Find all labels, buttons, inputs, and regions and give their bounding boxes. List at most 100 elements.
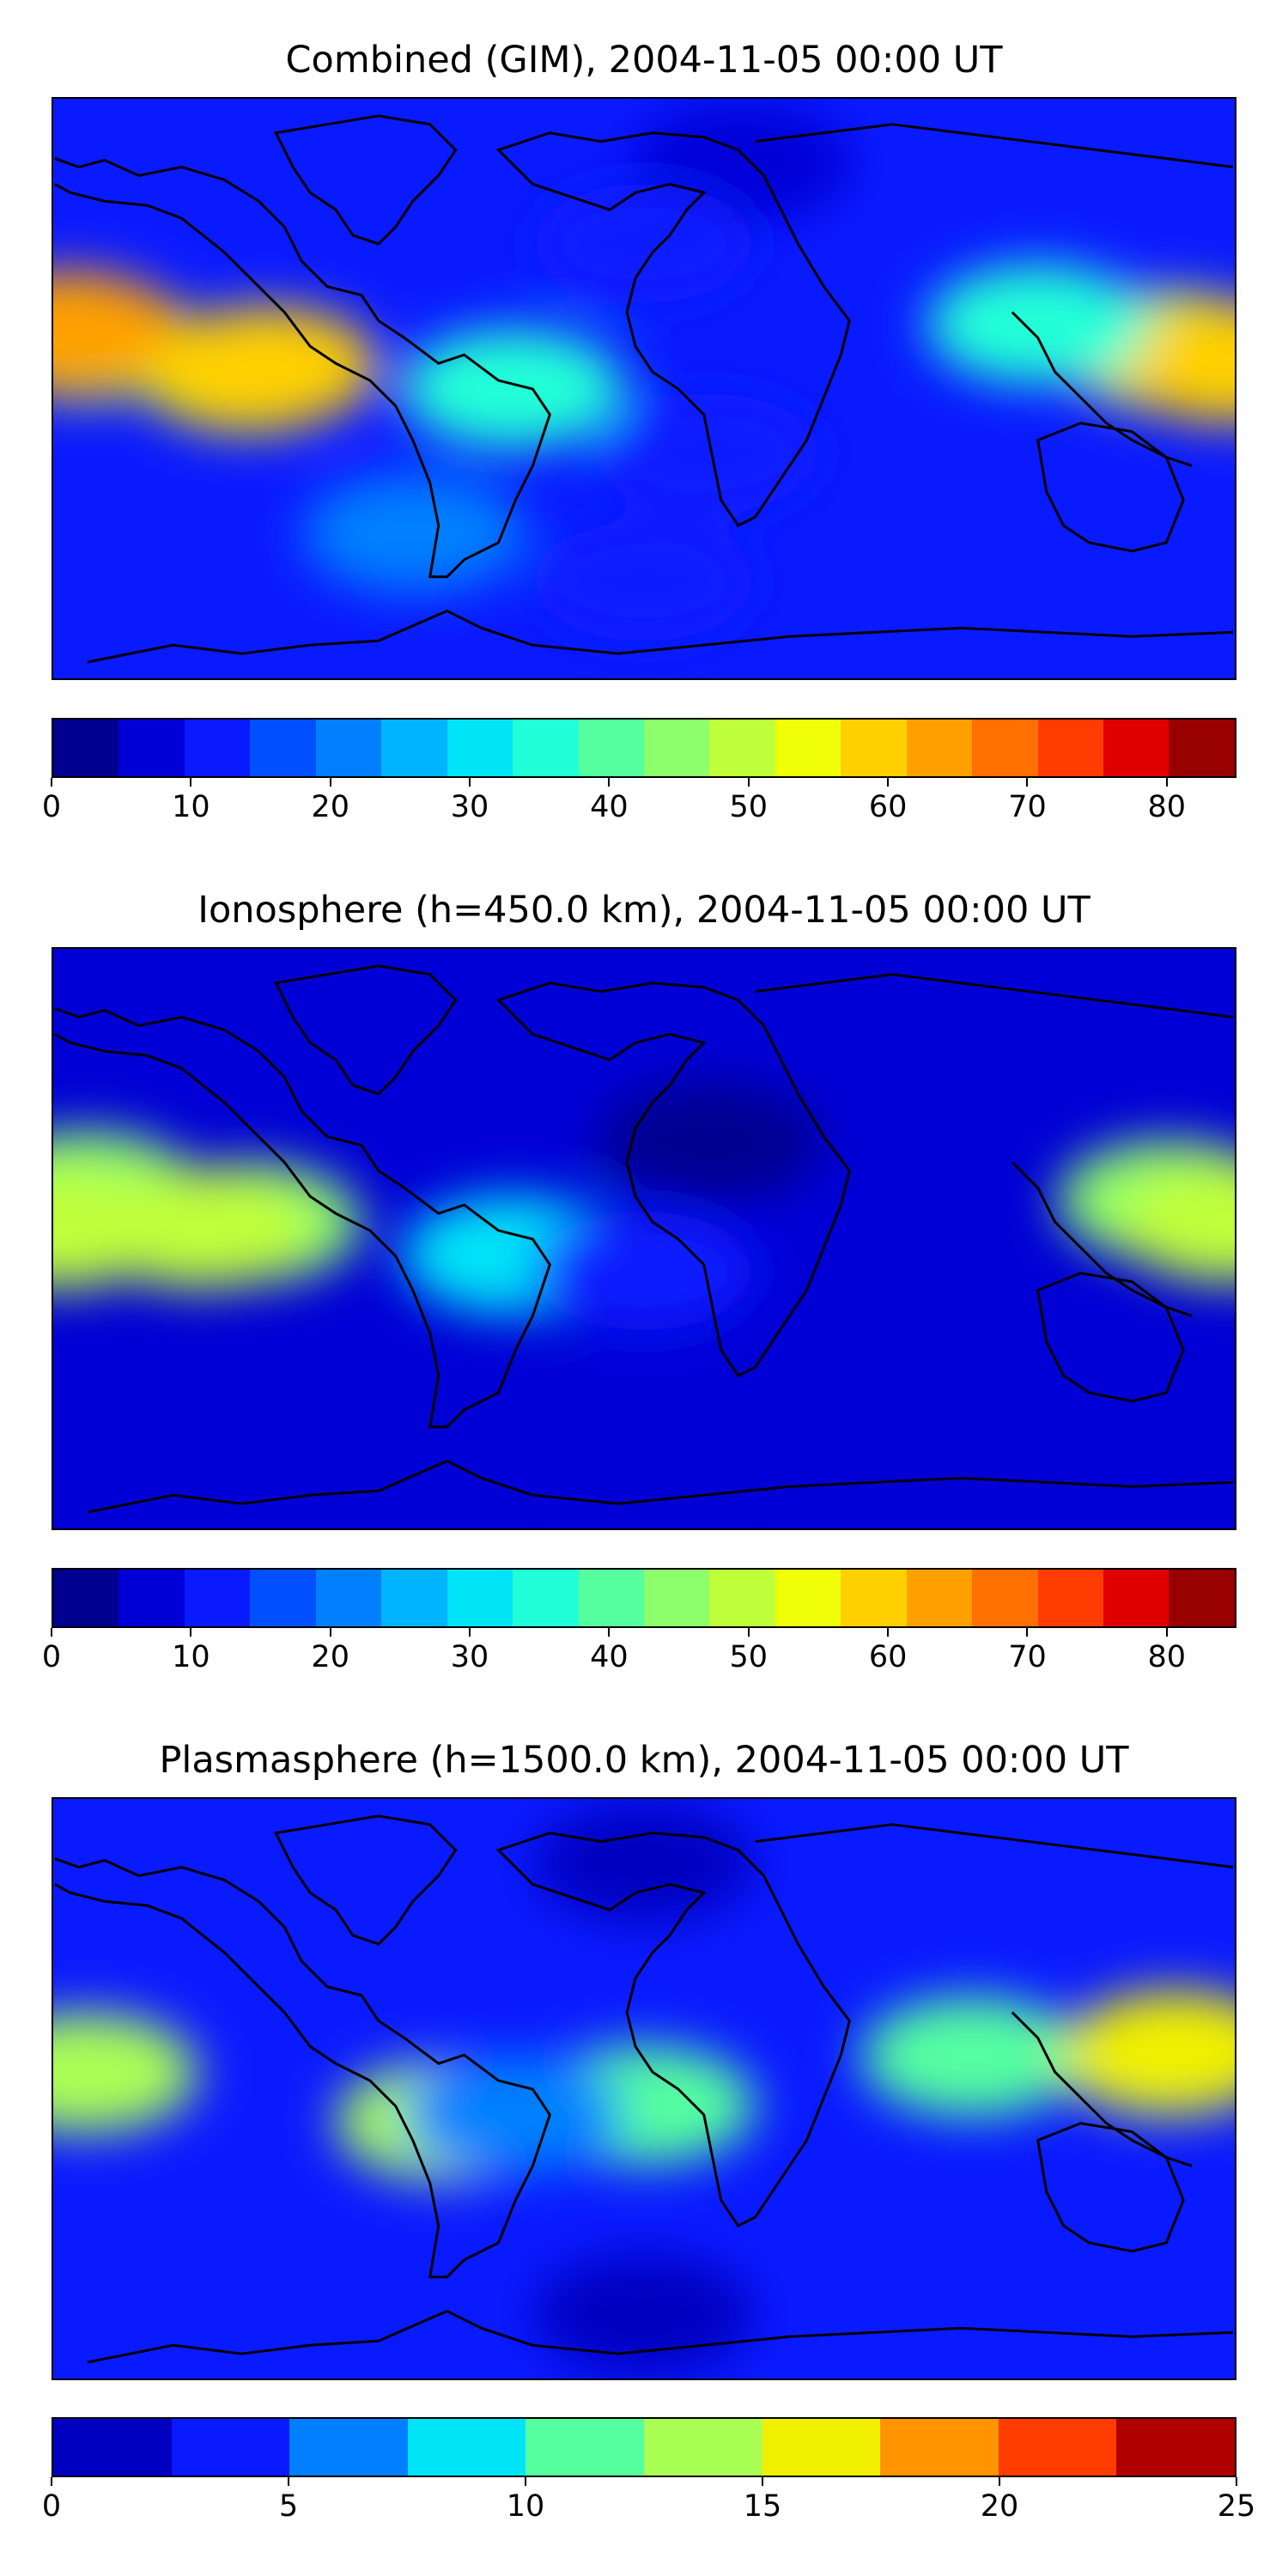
colorbar-tick [1165, 778, 1168, 787]
field-region [155, 306, 379, 426]
colorbar-segment [1169, 1570, 1235, 1626]
colorbar-tick [51, 778, 52, 787]
colorbar-tick [1165, 1628, 1168, 1637]
field-region [532, 1803, 756, 1923]
field-region [532, 1371, 756, 1492]
field-layer [53, 103, 1235, 642]
colorbar-tick-label: 20 [311, 790, 349, 824]
colorbar-tick-label: 80 [1147, 790, 1187, 824]
panel-3-map [52, 1797, 1236, 2380]
colorbar-segment [118, 1570, 185, 1626]
colorbar-segment [315, 1570, 382, 1626]
colorbar-segment [841, 1570, 907, 1626]
colorbar-segment [289, 2419, 408, 2476]
colorbar-segment [709, 720, 775, 776]
colorbar-tick [1236, 2477, 1237, 2486]
field-region [1064, 1990, 1235, 2111]
colorbar-segment [709, 1570, 775, 1626]
field-region [401, 328, 624, 449]
field-region [532, 1211, 756, 1331]
field-region [302, 473, 526, 593]
colorbar-tick [525, 2477, 526, 2486]
colorbar-segment [775, 1570, 841, 1626]
field-region [53, 270, 181, 391]
colorbar-tick-label: 0 [41, 2489, 62, 2524]
colorbar-segment [526, 2419, 644, 2476]
colorbar-tick [887, 1628, 890, 1637]
colorbar-tick-label: 50 [729, 1640, 769, 1674]
colorbar-segment [250, 1570, 316, 1626]
colorbar-segment [513, 1570, 579, 1626]
colorbar-tick-label: 70 [1008, 1640, 1047, 1674]
colorbar-tick-label: 60 [868, 1640, 908, 1674]
colorbar-tick-label: 40 [590, 790, 629, 824]
colorbar-segment [53, 720, 119, 776]
colorbar-tick-label: 5 [278, 2489, 299, 2524]
field-region [598, 1082, 822, 1202]
colorbar-segment [578, 1570, 644, 1626]
colorbar-tick [329, 1628, 331, 1637]
colorbar-tick-label: 20 [980, 2489, 1019, 2524]
colorbar-segment [1037, 1570, 1103, 1626]
colorbar-segment [762, 2419, 881, 2476]
colorbar-tick [608, 1628, 611, 1637]
colorbar-segment [972, 720, 1038, 776]
colorbar-segment [315, 720, 382, 776]
panel-1-colorbar-ticks: 0 10 20 30 40 50 60 70 80 [42, 778, 1236, 829]
field-region [598, 392, 822, 513]
panel-1-map [52, 97, 1236, 680]
colorbar-segment [53, 2419, 172, 2476]
panel-3-title: Plasmasphere (h=1500.0 km), 2004-11-05 0… [159, 1739, 1129, 1782]
colorbar-tick-label: 60 [868, 790, 908, 824]
colorbar-tick [51, 1628, 52, 1637]
field-region [532, 521, 756, 642]
colorbar-segment [643, 1570, 710, 1626]
colorbar-tick-label: 0 [41, 1640, 62, 1674]
colorbar-segment [184, 1570, 251, 1626]
field-region [532, 2254, 756, 2374]
colorbar-segment [1037, 720, 1103, 776]
colorbar-tick [999, 2477, 1000, 2486]
colorbar-segment [643, 2419, 762, 2476]
colorbar-tick-label: 10 [172, 1640, 210, 1674]
colorbar-segment [1116, 2419, 1235, 2476]
colorbar-segment [447, 1570, 513, 1626]
colorbar-segment [906, 720, 973, 776]
colorbar-segment [880, 2419, 999, 2476]
colorbar-segment [643, 720, 710, 776]
colorbar-tick [608, 778, 611, 787]
field-region [401, 2054, 624, 2175]
field-region [860, 1996, 1084, 2117]
colorbar-tick [887, 778, 890, 787]
colorbar-segment [1103, 1570, 1170, 1626]
colorbar-segment [53, 1570, 119, 1626]
colorbar-tick [288, 2477, 289, 2486]
colorbar-tick [329, 778, 331, 787]
colorbar-segment [906, 1570, 973, 1626]
colorbar-segment [184, 720, 251, 776]
colorbar-tick [747, 778, 750, 787]
colorbar-segment [775, 720, 841, 776]
colorbar-tick-label: 70 [1008, 790, 1047, 824]
colorbar-segment [972, 1570, 1038, 1626]
colorbar-tick [1026, 778, 1029, 787]
panel-1-title: Combined (GIM), 2004-11-05 00:00 UT [285, 39, 1003, 82]
field-region [53, 1169, 172, 1289]
colorbar-segment [118, 720, 185, 776]
field-layer [53, 1803, 1235, 2374]
panel-2-colorbar-ticks: 0 10 20 30 40 50 60 70 80 [42, 1628, 1236, 1680]
colorbar-tick-label: 40 [590, 1640, 629, 1674]
field-region [927, 264, 1150, 385]
colorbar-tick-label: 30 [450, 1640, 489, 1674]
colorbar-segment [841, 720, 907, 776]
colorbar-tick-label: 20 [311, 1640, 349, 1674]
panel-3-colorbar-ticks: 0 5 10 15 20 25 [42, 2477, 1255, 2529]
panel-2-colorbar [52, 1568, 1236, 1628]
panel-2-title: Ionosphere (h=450.0 km), 2004-11-05 00:0… [197, 889, 1091, 932]
colorbar-segment [171, 2419, 290, 2476]
colorbar-segment [407, 2419, 526, 2476]
colorbar-tick-label: 10 [172, 790, 210, 824]
colorbar-tick [190, 1628, 192, 1637]
colorbar-segment [381, 1570, 447, 1626]
colorbar-segment [998, 2419, 1117, 2476]
